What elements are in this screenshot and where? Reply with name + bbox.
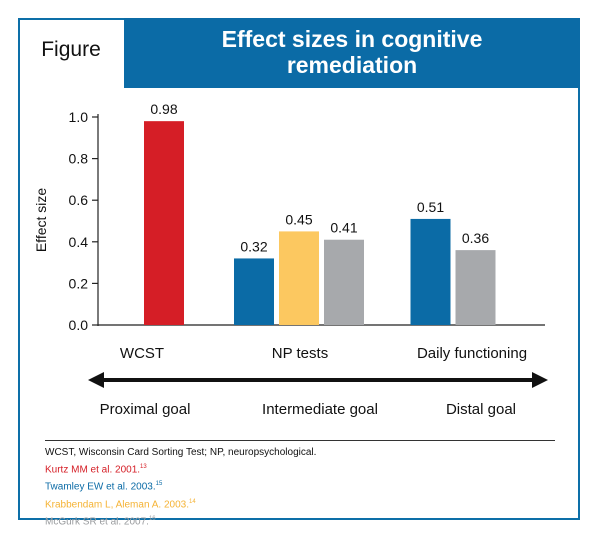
bar-value-label: 0.45: [285, 211, 312, 227]
bar: [279, 231, 319, 325]
figure-header: Effect sizes in cognitive remediation: [124, 18, 580, 86]
x-category-label: Daily functioning: [417, 345, 527, 362]
footnote-text: WCST, Wisconsin Card Sorting Test; NP, n…: [45, 447, 317, 458]
goal-arrow-right-head: [532, 372, 548, 388]
bar-value-label: 0.36: [462, 230, 489, 246]
y-tick-label: 0.2: [69, 275, 89, 291]
footnote-ref: 16: [148, 515, 156, 522]
y-tick-label: 0.8: [69, 151, 89, 167]
footnote-text: Kurtz MM et al. 2001.: [45, 464, 141, 476]
goal-label: Intermediate goal: [262, 401, 378, 418]
figure-label: Figure: [41, 38, 101, 61]
footnote-ref: 14: [189, 498, 196, 505]
footnotes: WCST, Wisconsin Card Sorting Test; NP, n…: [45, 440, 555, 529]
footnote-ref: 13: [140, 464, 147, 470]
goal-label: Proximal goal: [100, 401, 191, 418]
footnote-line: Krabbendam L, Aleman A. 2003.14: [45, 495, 555, 512]
x-category-label: NP tests: [272, 345, 328, 362]
bar-chart: Effect size 0.0 0.2 0.4 0.6 0.8 1.0 0.98 0.32 0…: [33, 101, 548, 418]
footnote-rule: [45, 440, 555, 441]
footnote-line: McGurk SR et al. 2007.16: [45, 512, 555, 529]
bar: [455, 250, 496, 325]
bar-value-label: 0.41: [330, 220, 357, 236]
footnote-text: Twamley EW et al. 2003.: [45, 481, 156, 493]
goal-arrow-left-head: [88, 372, 104, 388]
footnote-line: Twamley EW et al. 2003.15: [45, 477, 555, 494]
header-underline: [124, 86, 580, 88]
bar: [324, 239, 364, 325]
y-tick-label: 0.4: [69, 234, 89, 250]
y-tick-label: 1.0: [69, 109, 89, 125]
bar: [144, 121, 184, 325]
footnote-text: Krabbendam L, Aleman A. 2003.: [45, 498, 189, 510]
bar: [410, 218, 451, 325]
goal-label: Distal goal: [446, 401, 516, 418]
bar-value-label: 0.32: [240, 238, 267, 254]
bar-value-label: 0.51: [417, 199, 444, 215]
y-tick-label: 0.0: [69, 317, 89, 333]
footnote-ref: 15: [155, 481, 163, 488]
footnote-line: WCST, Wisconsin Card Sorting Test; NP, n…: [45, 446, 555, 460]
y-tick-label: 0.6: [69, 192, 89, 208]
footnote-line: Kurtz MM et al. 2001.13: [45, 460, 555, 477]
footnote-text: McGurk SR et al. 2007.: [45, 516, 149, 528]
x-category-label: WCST: [120, 345, 164, 362]
y-axis-label: Effect size: [33, 188, 49, 253]
figure-title: Effect sizes in cognitive remediation: [221, 26, 483, 78]
bar-value-label: 0.98: [150, 101, 177, 117]
bar: [234, 258, 274, 325]
